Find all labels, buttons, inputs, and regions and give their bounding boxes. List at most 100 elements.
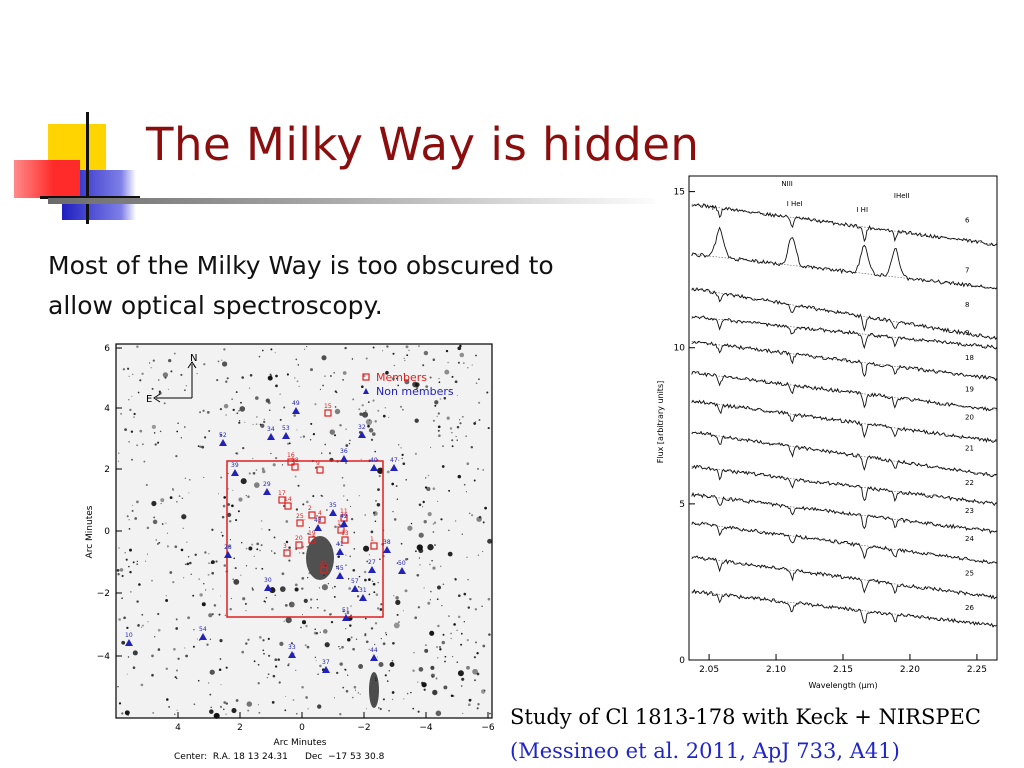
star — [225, 666, 228, 669]
star — [194, 553, 197, 556]
star — [209, 638, 212, 640]
star — [416, 573, 420, 577]
star — [345, 564, 347, 566]
member-marker — [284, 502, 292, 510]
star — [305, 624, 308, 628]
star — [180, 548, 184, 552]
star — [440, 518, 443, 521]
star — [326, 509, 328, 511]
nonmember-marker — [336, 572, 344, 579]
star — [315, 632, 319, 635]
star — [451, 439, 454, 442]
star — [385, 370, 389, 375]
spectrum-label: 25 — [965, 570, 974, 578]
star — [452, 694, 455, 698]
star — [342, 610, 345, 613]
star — [432, 566, 436, 570]
star — [128, 519, 130, 521]
star — [399, 405, 403, 408]
star — [345, 462, 347, 464]
star — [164, 376, 167, 379]
star — [260, 544, 263, 547]
caption-main: Study of Cl 1813-178 with Keck + NIRSPEC — [510, 705, 981, 729]
star — [442, 445, 444, 447]
star — [431, 560, 433, 562]
star — [267, 673, 270, 676]
star — [470, 514, 474, 517]
star — [151, 424, 156, 429]
star — [388, 416, 390, 419]
star — [418, 532, 424, 538]
star — [225, 380, 228, 383]
star — [133, 412, 136, 416]
star — [441, 465, 445, 468]
star — [263, 418, 265, 420]
member-label: 19 — [308, 530, 316, 537]
star — [161, 523, 164, 525]
star — [148, 362, 151, 364]
star — [138, 583, 141, 586]
spectra-x-tick-label: 2.05 — [699, 665, 719, 675]
image-y-tick-label: 6 — [104, 344, 110, 354]
star — [128, 399, 130, 401]
star — [391, 659, 394, 662]
star — [385, 632, 387, 634]
star — [196, 638, 198, 640]
nonmember-label: 45 — [336, 565, 344, 572]
spectrum-line — [691, 521, 998, 565]
star — [309, 439, 312, 441]
star — [377, 581, 379, 584]
star — [462, 362, 465, 365]
star — [117, 686, 119, 688]
star — [288, 559, 291, 562]
star — [477, 468, 479, 470]
star — [247, 638, 250, 641]
image-y-axis-label: Arc Minutes — [85, 505, 95, 558]
spectrum-label: 6 — [965, 217, 970, 225]
star — [384, 407, 386, 409]
spectrum-label: 22 — [965, 479, 974, 487]
star — [358, 664, 364, 669]
star — [432, 523, 435, 525]
star — [349, 555, 352, 558]
star — [140, 626, 143, 628]
star — [316, 598, 318, 601]
cluster-region-box — [226, 460, 384, 618]
star — [415, 550, 417, 553]
star — [450, 632, 452, 635]
nonmember-marker — [322, 666, 330, 673]
star — [423, 688, 426, 691]
star — [157, 612, 160, 616]
star — [451, 655, 454, 658]
star — [341, 476, 344, 479]
star — [120, 412, 123, 415]
star — [466, 665, 470, 670]
image-frame — [115, 343, 493, 719]
star — [373, 591, 376, 594]
star — [151, 654, 154, 658]
star — [429, 563, 431, 566]
star — [176, 709, 178, 711]
star — [274, 456, 278, 460]
star — [244, 421, 246, 423]
nonmember-label: 49 — [292, 400, 300, 407]
star — [152, 711, 155, 714]
star — [377, 409, 380, 412]
star — [457, 615, 461, 619]
bright-star — [369, 672, 379, 708]
star — [465, 435, 467, 437]
star — [131, 458, 133, 461]
star — [256, 416, 258, 418]
image-center-label: Center: R.A. 18 13 24.31 Dec −17 53 30.8 — [174, 752, 385, 762]
star — [281, 572, 285, 576]
star — [248, 472, 251, 475]
star — [444, 660, 446, 663]
star — [128, 441, 130, 443]
legend-members: Members — [376, 371, 427, 384]
member-label: 1 — [370, 536, 374, 543]
star — [129, 570, 132, 574]
star — [352, 398, 355, 401]
star — [396, 498, 399, 500]
star — [136, 563, 139, 566]
star — [192, 594, 195, 597]
